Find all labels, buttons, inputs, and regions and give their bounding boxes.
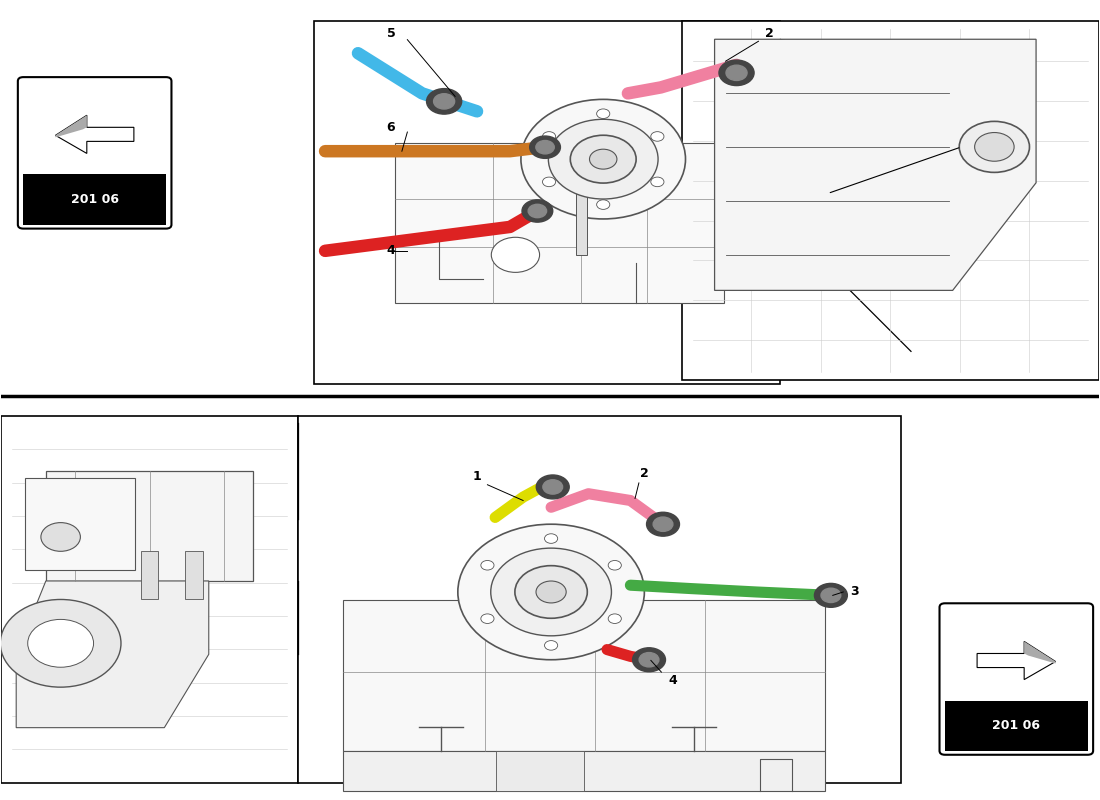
Circle shape: [959, 122, 1030, 172]
Circle shape: [543, 480, 562, 494]
Text: a ZiP Parts.sin/lug/ht: a ZiP Parts.sin/lug/ht: [495, 182, 649, 250]
Text: 201 06: 201 06: [70, 193, 119, 206]
Circle shape: [542, 132, 556, 142]
Circle shape: [544, 641, 558, 650]
Circle shape: [632, 648, 666, 672]
Circle shape: [458, 524, 645, 660]
Circle shape: [651, 177, 664, 186]
Circle shape: [596, 200, 609, 210]
Circle shape: [491, 548, 612, 636]
Polygon shape: [46, 471, 253, 581]
Circle shape: [639, 653, 659, 667]
Bar: [1, 416, 298, 782]
Text: 2: 2: [640, 467, 649, 480]
Text: 6: 6: [386, 121, 395, 134]
Bar: [23, 174, 166, 225]
Text: 201 06: 201 06: [992, 719, 1041, 732]
Circle shape: [726, 65, 747, 81]
Bar: [298, 416, 901, 782]
Polygon shape: [55, 115, 87, 138]
Circle shape: [515, 566, 587, 618]
Circle shape: [542, 177, 556, 186]
Polygon shape: [16, 581, 209, 728]
Circle shape: [821, 588, 840, 602]
Bar: [496, 751, 584, 791]
Bar: [945, 701, 1088, 750]
Circle shape: [536, 141, 554, 154]
Text: 5: 5: [386, 26, 395, 40]
Circle shape: [521, 99, 685, 219]
Text: 3: 3: [850, 586, 858, 598]
Circle shape: [433, 94, 454, 109]
Circle shape: [651, 132, 664, 142]
Circle shape: [427, 89, 462, 114]
Polygon shape: [55, 115, 134, 154]
Circle shape: [492, 238, 540, 272]
Circle shape: [719, 60, 755, 86]
Bar: [141, 551, 158, 599]
Circle shape: [549, 119, 658, 199]
Circle shape: [653, 517, 673, 531]
Circle shape: [608, 561, 622, 570]
Circle shape: [481, 614, 494, 623]
Circle shape: [536, 581, 566, 603]
Circle shape: [814, 583, 847, 607]
Circle shape: [481, 561, 494, 570]
Circle shape: [596, 109, 609, 118]
Circle shape: [544, 534, 558, 543]
Circle shape: [0, 599, 121, 687]
Circle shape: [28, 619, 94, 667]
Polygon shape: [977, 642, 1056, 680]
Bar: [315, 22, 780, 384]
Circle shape: [975, 133, 1014, 162]
Circle shape: [537, 475, 569, 499]
Circle shape: [590, 149, 617, 169]
Text: 4: 4: [386, 244, 395, 258]
Text: 2: 2: [766, 26, 773, 40]
Polygon shape: [25, 478, 134, 570]
Circle shape: [647, 512, 680, 536]
FancyBboxPatch shape: [18, 77, 172, 229]
Text: 1: 1: [472, 470, 481, 483]
Text: 4: 4: [668, 674, 676, 686]
Bar: [575, 143, 586, 255]
Circle shape: [41, 522, 80, 551]
Text: a ZiP Parts.sin/lug/ht: a ZiP Parts.sin/lug/ht: [440, 589, 594, 658]
Polygon shape: [715, 39, 1036, 290]
Polygon shape: [395, 143, 724, 302]
Polygon shape: [1024, 642, 1056, 663]
Polygon shape: [342, 751, 825, 791]
Circle shape: [522, 200, 552, 222]
Bar: [185, 551, 202, 599]
Circle shape: [528, 204, 547, 218]
FancyBboxPatch shape: [939, 603, 1093, 754]
Circle shape: [530, 136, 560, 158]
Polygon shape: [342, 600, 825, 751]
Circle shape: [608, 614, 622, 623]
Circle shape: [570, 135, 636, 183]
Bar: [682, 22, 1099, 380]
